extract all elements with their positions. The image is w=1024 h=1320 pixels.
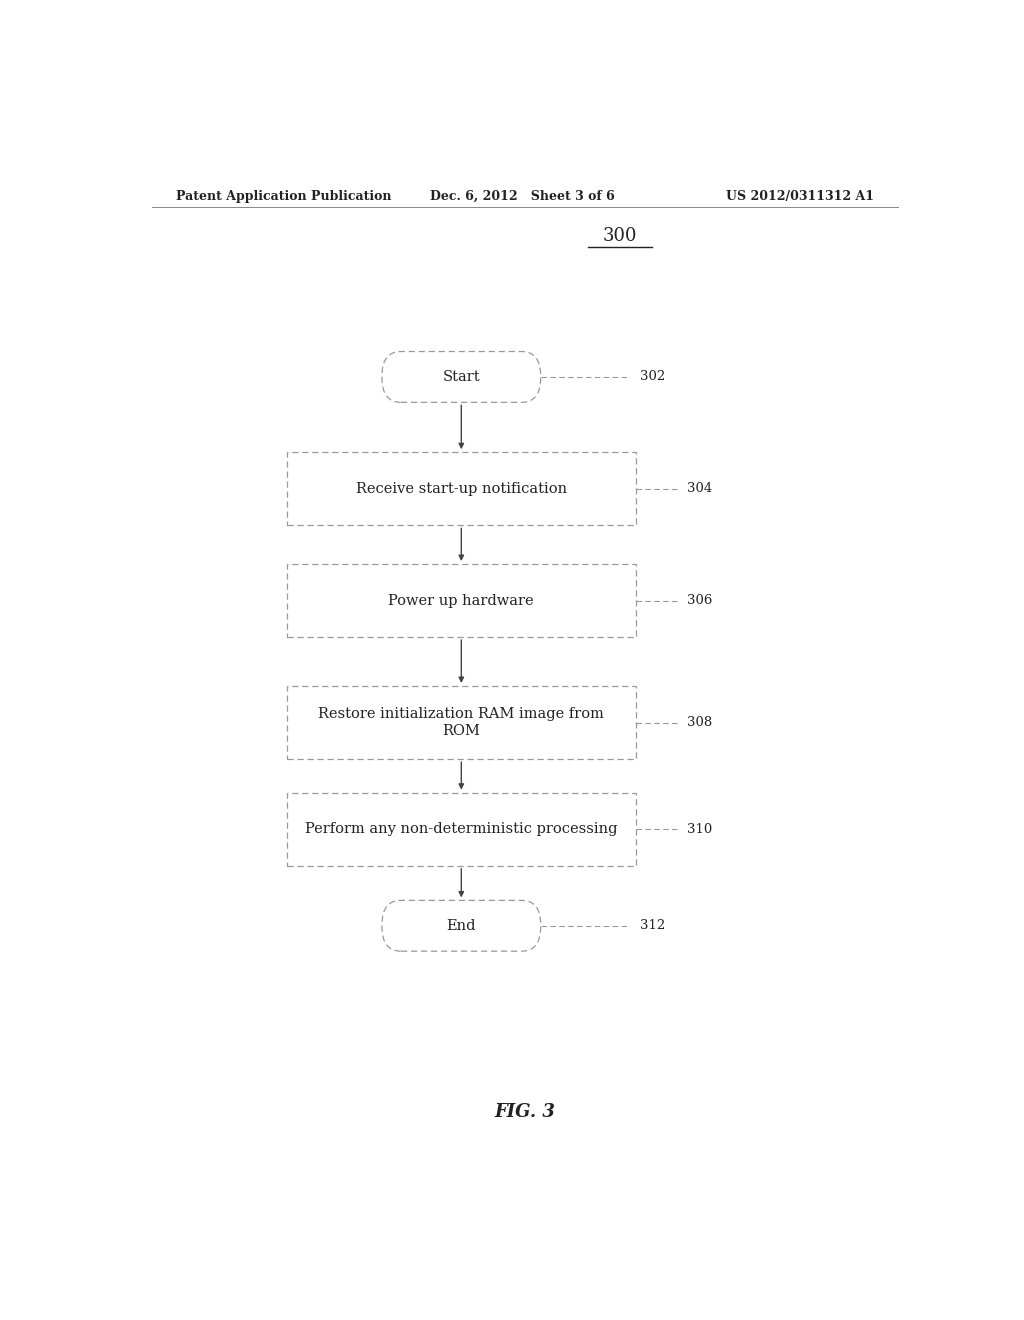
Text: 304: 304	[687, 482, 713, 495]
Text: 306: 306	[687, 594, 713, 607]
Text: Perform any non-deterministic processing: Perform any non-deterministic processing	[305, 822, 617, 837]
Text: End: End	[446, 919, 476, 933]
Text: 302: 302	[640, 371, 666, 383]
Bar	[287, 453, 636, 525]
Text: 300: 300	[603, 227, 637, 244]
Text: 310: 310	[687, 822, 713, 836]
Bar	[287, 564, 636, 638]
Text: Patent Application Publication: Patent Application Publication	[176, 190, 391, 202]
Text: Dec. 6, 2012   Sheet 3 of 6: Dec. 6, 2012 Sheet 3 of 6	[430, 190, 614, 202]
Text: Receive start-up notification: Receive start-up notification	[355, 482, 567, 496]
Bar	[287, 686, 636, 759]
Text: 312: 312	[640, 919, 666, 932]
Text: Start: Start	[442, 370, 480, 384]
Text: FIG. 3: FIG. 3	[495, 1102, 555, 1121]
Text: 308: 308	[687, 715, 713, 729]
Bar	[287, 792, 636, 866]
Text: Restore initialization RAM image from
ROM: Restore initialization RAM image from RO…	[318, 708, 604, 738]
Text: US 2012/0311312 A1: US 2012/0311312 A1	[726, 190, 873, 202]
Text: Power up hardware: Power up hardware	[388, 594, 535, 607]
